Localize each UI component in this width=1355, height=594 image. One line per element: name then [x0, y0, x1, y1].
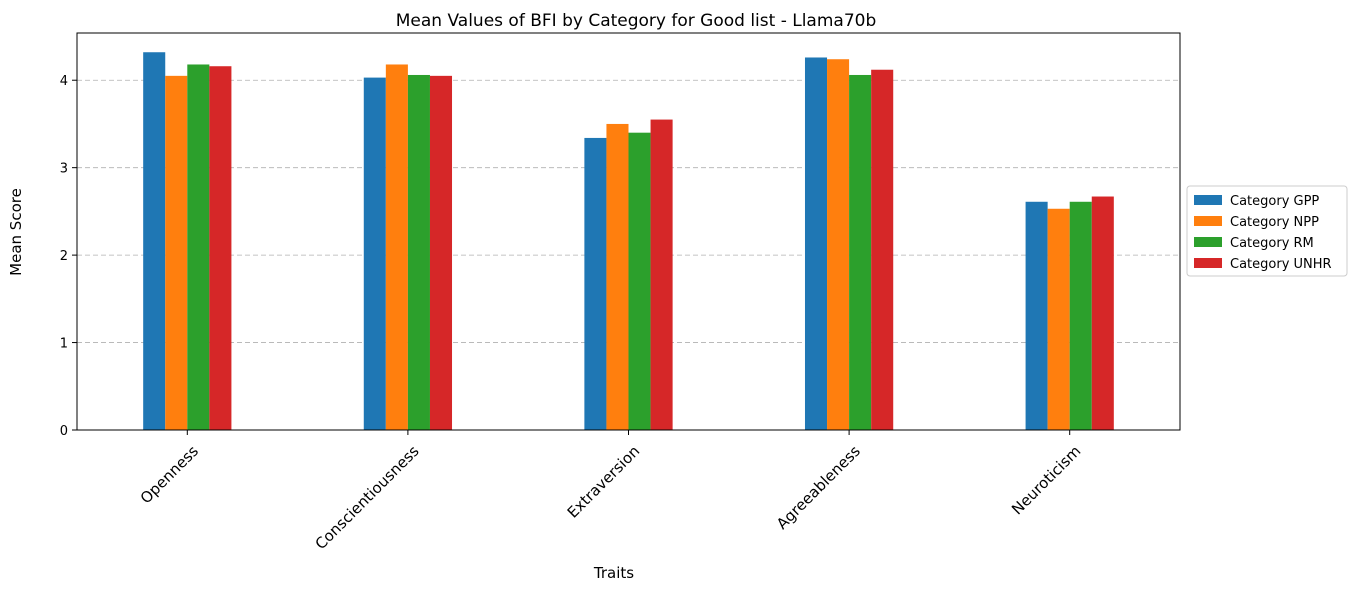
x-tick-label: Conscientiousness	[312, 442, 423, 553]
y-tick-label: 2	[60, 249, 68, 264]
bar	[827, 59, 850, 430]
x-tick-label: Agreeableness	[773, 442, 864, 533]
bar	[187, 64, 210, 431]
legend-swatch	[1194, 216, 1222, 226]
bar	[1047, 208, 1070, 430]
bar	[1091, 196, 1114, 430]
y-tick-label: 3	[60, 162, 68, 177]
bar	[363, 77, 386, 430]
bar	[804, 57, 828, 430]
legend-label: Category NPP	[1230, 215, 1319, 230]
x-tick-label: Extraversion	[564, 442, 644, 522]
x-tick-label: Openness	[137, 442, 202, 507]
bar	[209, 66, 232, 431]
bar	[385, 64, 408, 431]
legend-label: Category RM	[1230, 236, 1314, 251]
bar	[429, 75, 453, 430]
y-axis: 0 1 2 3 4	[60, 74, 77, 439]
bars-group	[143, 52, 1114, 431]
bar	[606, 123, 629, 430]
y-tick-label: 4	[60, 74, 68, 89]
bar	[407, 74, 430, 430]
legend-label: Category GPP	[1230, 194, 1319, 209]
bar	[165, 75, 188, 430]
bar	[650, 119, 673, 430]
bar	[628, 132, 651, 430]
x-tick-label: Neuroticism	[1008, 442, 1084, 518]
legend: Category GPP Category NPP Category RM Categ…	[1186, 185, 1348, 277]
legend-swatch	[1194, 258, 1222, 268]
bar	[584, 137, 607, 431]
bar	[1069, 201, 1092, 430]
bar	[871, 69, 894, 431]
chart-title: Mean Values of BFI by Category for Good …	[396, 11, 877, 31]
x-axis-label: Traits	[593, 564, 634, 582]
x-axis: Openness Conscientiousness Extraversion Agr…	[137, 430, 1084, 553]
y-tick-label: 0	[60, 424, 68, 439]
bar	[849, 74, 872, 430]
legend-swatch	[1194, 237, 1222, 247]
legend-swatch	[1194, 195, 1222, 205]
bar	[1025, 201, 1048, 430]
bar	[143, 52, 166, 430]
legend-label: Category UNHR	[1230, 257, 1332, 272]
y-tick-label: 1	[60, 337, 68, 352]
y-axis-label: Mean Score	[7, 188, 25, 276]
legend-frame	[1186, 185, 1348, 277]
